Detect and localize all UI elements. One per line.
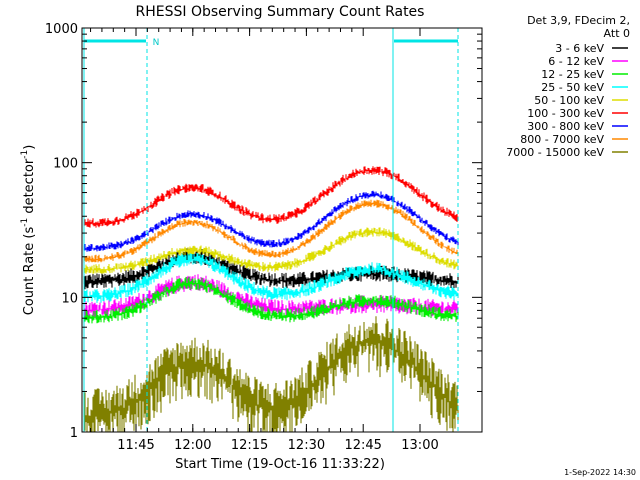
legend-label: 12 - 25 keV bbox=[541, 68, 604, 81]
axes: 11:45 12:00 12:15 12:30 12:45 13:00 1 10 100 1000 bbox=[45, 22, 482, 453]
x-tick-label: 12:15 bbox=[231, 438, 268, 453]
x-tick-label: 11:45 bbox=[117, 438, 154, 453]
y-tick-label: 100 bbox=[53, 157, 78, 172]
legend-header: Det 3,9, FDecim 2, bbox=[527, 14, 630, 27]
legend-label: 3 - 6 keV bbox=[555, 42, 604, 55]
legend-label: 6 - 12 keV bbox=[548, 55, 604, 68]
plot-frame bbox=[81, 27, 483, 433]
y-axis-label: Count Rate (s-1 detector-1) bbox=[20, 145, 37, 316]
plot-area: N bbox=[83, 28, 459, 432]
legend-label: 7000 - 15000 keV bbox=[506, 146, 604, 159]
legend-header: Att 0 bbox=[604, 27, 630, 40]
footer-date: 1-Sep-2022 14:30 bbox=[564, 468, 636, 477]
y-tick-label: 10 bbox=[61, 291, 78, 306]
chart-title: RHESSI Observing Summary Count Rates bbox=[136, 4, 425, 20]
legend-label: 300 - 800 keV bbox=[527, 120, 604, 133]
x-axis-label: Start Time (19-Oct-16 11:33:22) bbox=[175, 457, 385, 472]
x-tick-label: 13:00 bbox=[401, 438, 438, 453]
legend-label: 100 - 300 keV bbox=[527, 107, 604, 120]
x-tick-label: 12:00 bbox=[174, 438, 211, 453]
y-tick-label: 1 bbox=[70, 426, 78, 441]
legend-label: 800 - 7000 keV bbox=[520, 133, 604, 146]
x-tick-label: 12:45 bbox=[344, 438, 381, 453]
legend-label: 50 - 100 keV bbox=[534, 94, 604, 107]
y-tick-label: 1000 bbox=[45, 22, 78, 37]
legend-label: 25 - 50 keV bbox=[541, 81, 604, 94]
flare-marker-label: N bbox=[153, 38, 160, 48]
x-tick-label: 12:30 bbox=[288, 438, 325, 453]
